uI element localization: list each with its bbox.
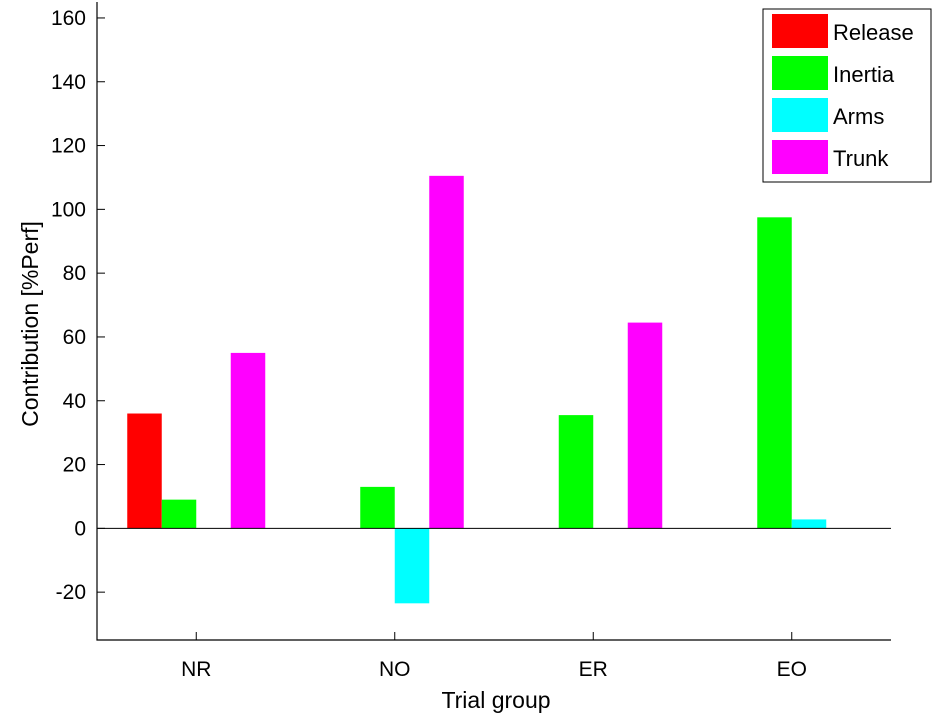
legend-label-trunk: Trunk xyxy=(833,146,889,171)
x-tick-label-eo: EO xyxy=(777,658,807,681)
axes-layer: -20 0 20 40 60 80 100 120 140 160 NR NO ER EO xyxy=(51,2,891,681)
y-tick-label: -20 xyxy=(56,581,86,604)
bar-inertia-er xyxy=(558,415,594,529)
y-tick-label: 40 xyxy=(63,390,86,413)
y-tick-label: 140 xyxy=(51,71,86,94)
legend-swatch-arms xyxy=(772,98,828,132)
x-tick-label-no: NO xyxy=(379,658,411,681)
axis-frame xyxy=(96,2,891,641)
y-tick-label: 0 xyxy=(74,517,86,540)
x-tick-label-nr: NR xyxy=(181,658,211,681)
bar-trunk-er xyxy=(627,322,663,529)
y-tick-label: 20 xyxy=(63,454,86,477)
y-tick-label: 100 xyxy=(51,198,86,221)
y-axis-label: Contribution [%Perf] xyxy=(17,221,43,427)
bar-inertia-eo xyxy=(757,217,792,529)
legend-label-inertia: Inertia xyxy=(833,62,895,87)
bar-inertia-nr xyxy=(161,499,197,529)
legend-label-arms: Arms xyxy=(833,104,884,129)
y-tick-label: 60 xyxy=(63,326,86,349)
y-tick-label: 120 xyxy=(51,135,86,158)
legend-label-release: Release xyxy=(833,20,914,45)
legend-swatch-trunk xyxy=(772,140,828,174)
y-tick-label: 160 xyxy=(51,7,86,30)
bars-layer xyxy=(127,175,827,604)
bar-trunk-nr xyxy=(230,352,266,529)
bar-release-nr xyxy=(127,413,162,529)
bar-arms-no xyxy=(394,528,430,604)
bar-trunk-no xyxy=(429,175,464,529)
legend: Release Inertia Arms Trunk xyxy=(762,8,932,183)
bar-arms-eo xyxy=(791,519,827,529)
legend-swatch-inertia xyxy=(772,56,828,90)
y-tick-label: 80 xyxy=(63,262,86,285)
x-axis-label: Trial group xyxy=(441,687,550,713)
x-tick-label-er: ER xyxy=(579,658,608,681)
bar-inertia-no xyxy=(360,486,395,529)
legend-swatch-release xyxy=(772,14,828,48)
